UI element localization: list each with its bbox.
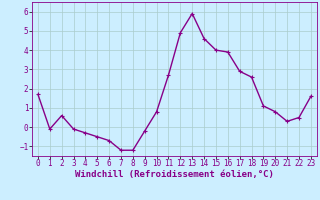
X-axis label: Windchill (Refroidissement éolien,°C): Windchill (Refroidissement éolien,°C): [75, 170, 274, 179]
